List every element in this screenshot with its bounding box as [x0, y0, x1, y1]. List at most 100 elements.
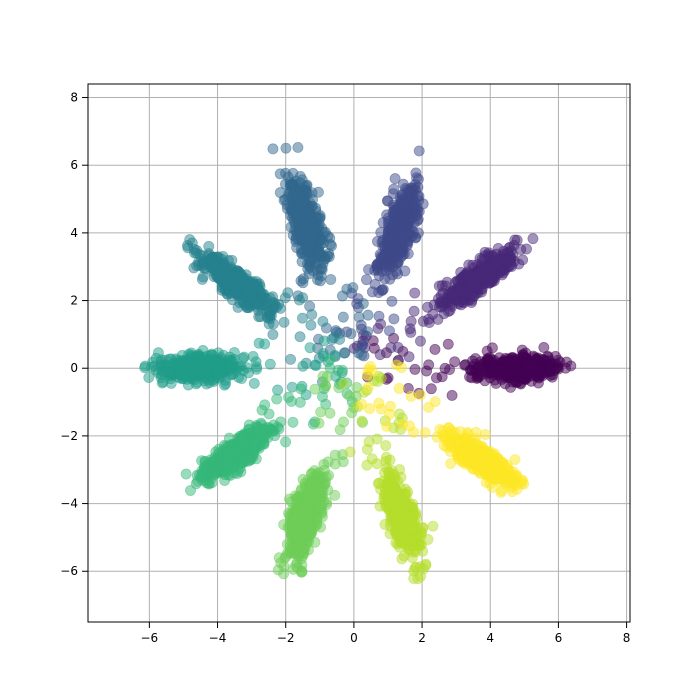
- scatter-point: [248, 377, 260, 389]
- scatter-point: [405, 326, 417, 338]
- scatter-point: [196, 455, 208, 467]
- scatter-point: [366, 286, 378, 298]
- scatter-point: [479, 461, 491, 473]
- scatter-point: [356, 415, 368, 427]
- scatter-point: [306, 309, 318, 321]
- scatter-point: [282, 287, 294, 299]
- scatter-point: [278, 560, 290, 572]
- scatter-point: [507, 466, 519, 478]
- scatter-point: [542, 350, 554, 362]
- scatter-point: [565, 360, 577, 372]
- scatter-point: [295, 383, 307, 395]
- scatter-point: [451, 436, 463, 448]
- scatter-point: [408, 305, 420, 317]
- scatter-point: [496, 269, 508, 281]
- scatter-point: [380, 451, 392, 463]
- scatter-point: [308, 231, 320, 243]
- x-tick-label: 2: [418, 631, 426, 645]
- scatter-point: [357, 298, 369, 309]
- scatter-point: [226, 254, 238, 266]
- scatter-point: [297, 292, 309, 304]
- scatter-point: [315, 270, 327, 282]
- scatter-point: [405, 522, 417, 534]
- scatter-point: [517, 254, 529, 266]
- scatter-point: [315, 521, 327, 533]
- scatter-point: [206, 477, 218, 489]
- scatter-point: [239, 440, 251, 452]
- scatter-point: [486, 482, 498, 493]
- scatter-point: [467, 355, 478, 367]
- scatter-point: [423, 401, 435, 413]
- scatter-point: [152, 347, 164, 359]
- scatter-point: [379, 519, 391, 530]
- scatter-point: [305, 319, 317, 331]
- scatter-point: [403, 543, 415, 555]
- scatter-point: [458, 297, 470, 309]
- x-tick-label: −4: [209, 631, 227, 645]
- scatter-point: [521, 359, 533, 371]
- scatter-point: [487, 361, 499, 373]
- scatter-point: [309, 383, 321, 395]
- scatter-point: [297, 312, 308, 324]
- scatter-point: [196, 253, 208, 265]
- scatter-point: [291, 562, 303, 573]
- scatter-point: [280, 436, 292, 448]
- scatter-point: [353, 347, 364, 359]
- scatter-point: [288, 206, 300, 218]
- scatter-point: [211, 356, 223, 368]
- scatter-point: [442, 338, 454, 350]
- scatter-point: [317, 370, 329, 382]
- scatter-point: [223, 464, 235, 476]
- scatter-point: [344, 390, 355, 402]
- scatter-point: [381, 421, 393, 432]
- scatter-point: [405, 315, 417, 327]
- scatter-point: [271, 393, 283, 405]
- scatter-point: [394, 464, 406, 476]
- scatter-point: [408, 573, 420, 584]
- scatter-point: [249, 434, 261, 446]
- scatter-point: [386, 295, 398, 307]
- scatter-point: [286, 381, 298, 393]
- scatter-point: [446, 425, 458, 437]
- scatter-point: [389, 493, 401, 505]
- scatter-point: [444, 304, 456, 316]
- scatter-point: [344, 446, 356, 458]
- scatter-point: [318, 335, 330, 347]
- scatter-point: [194, 469, 205, 481]
- scatter-point: [446, 390, 458, 401]
- scatter-point: [362, 364, 374, 376]
- y-tick-label: −2: [60, 429, 78, 443]
- scatter-point: [508, 476, 520, 488]
- scatter-point: [528, 352, 540, 363]
- scatter-point: [285, 353, 297, 365]
- scatter-point: [408, 426, 419, 438]
- scatter-point: [389, 482, 400, 494]
- scatter-point: [274, 168, 286, 180]
- scatter-point: [239, 278, 251, 290]
- scatter-point: [423, 313, 434, 325]
- scatter-point: [295, 232, 307, 244]
- scatter-point: [196, 273, 208, 285]
- scatter-point: [422, 301, 434, 313]
- scatter-point: [415, 335, 426, 347]
- scatter-point: [409, 287, 421, 299]
- scatter-point: [382, 212, 394, 224]
- scatter-point: [336, 364, 348, 376]
- scatter-point: [470, 426, 482, 438]
- x-tick-label: −2: [277, 631, 295, 645]
- scatter-point: [211, 367, 223, 379]
- scatter-point: [397, 189, 409, 201]
- scatter-point: [381, 232, 393, 244]
- scatter-point: [429, 343, 441, 355]
- scatter-point: [324, 239, 336, 250]
- scatter-point: [527, 233, 539, 245]
- scatter-point: [267, 143, 279, 155]
- scatter-point: [392, 342, 404, 353]
- scatter-point: [379, 273, 391, 285]
- scatter-point: [272, 384, 284, 396]
- y-tick-label: 4: [70, 226, 78, 240]
- x-tick-label: 4: [486, 631, 494, 645]
- scatter-point: [324, 407, 336, 419]
- scatter-point: [503, 357, 515, 368]
- scatter-point: [420, 560, 432, 571]
